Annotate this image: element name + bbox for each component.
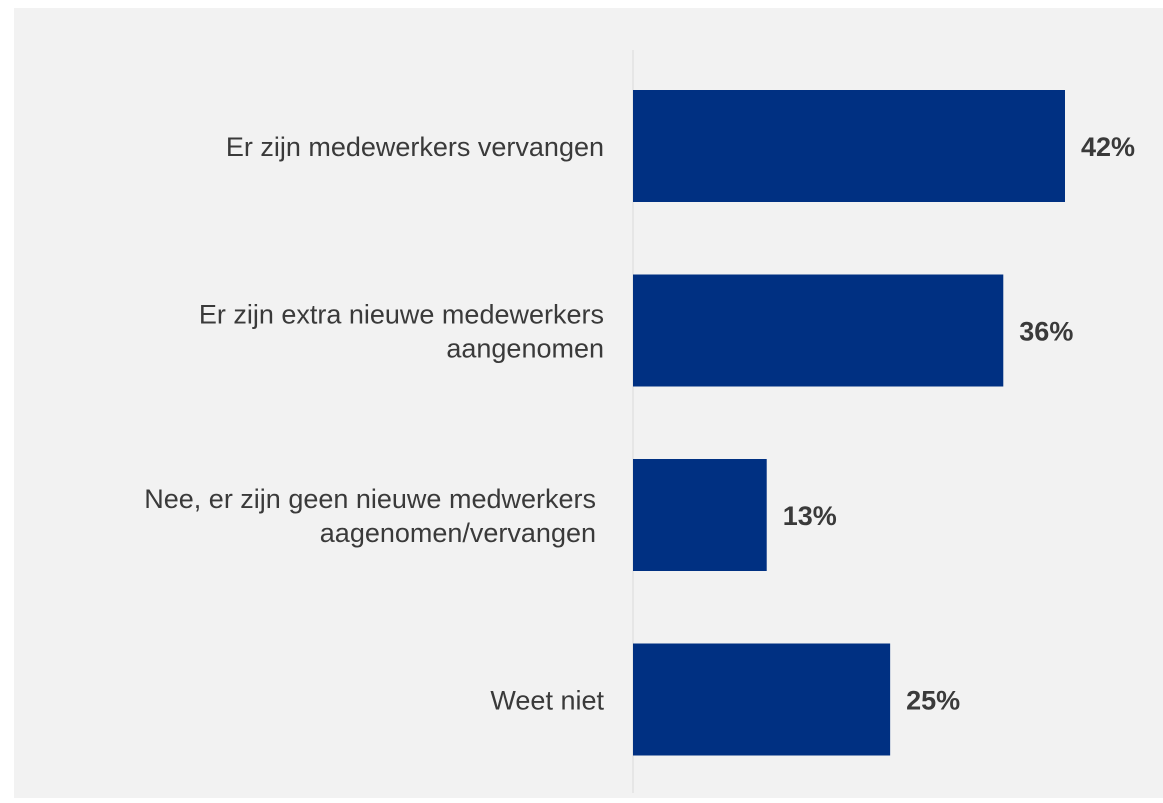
category-label-4: Weet niet [490,686,604,716]
bar-4 [633,643,891,756]
category-label-line: aangenomen [446,334,604,364]
category-label-2: Er zijn extra nieuwe medewerkers aangenom… [199,300,604,364]
bar-1 [633,90,1065,202]
value-label-1: 42% [1081,132,1135,162]
value-labels: 42% 36% 13% 25% [783,132,1135,716]
category-labels: Er zijn medewerkers vervangen Er zijn ext… [144,132,604,716]
bars-layer [633,90,1065,756]
bar-3 [633,459,767,571]
value-label-4: 25% [906,686,960,716]
category-label-line: Nee, er zijn geen nieuwe medwerkers [144,484,596,514]
value-label-2: 36% [1019,317,1073,347]
value-label-3: 13% [783,501,837,531]
category-label-3: Nee, er zijn geen nieuwe medwerkers aagen… [144,484,596,548]
category-label-line: Er zijn extra nieuwe medewerkers [199,300,604,330]
bar-2 [633,274,1004,387]
category-label-line: Er zijn medewerkers vervangen [226,132,604,162]
category-label-1: Er zijn medewerkers vervangen [226,132,604,162]
chart-panel: Er zijn medewerkers vervangen Er zijn ext… [14,8,1163,798]
category-label-line: aagenomen/vervangen [320,518,596,548]
category-label-line: Weet niet [490,686,604,716]
bar-chart: Er zijn medewerkers vervangen Er zijn ext… [144,50,1135,793]
